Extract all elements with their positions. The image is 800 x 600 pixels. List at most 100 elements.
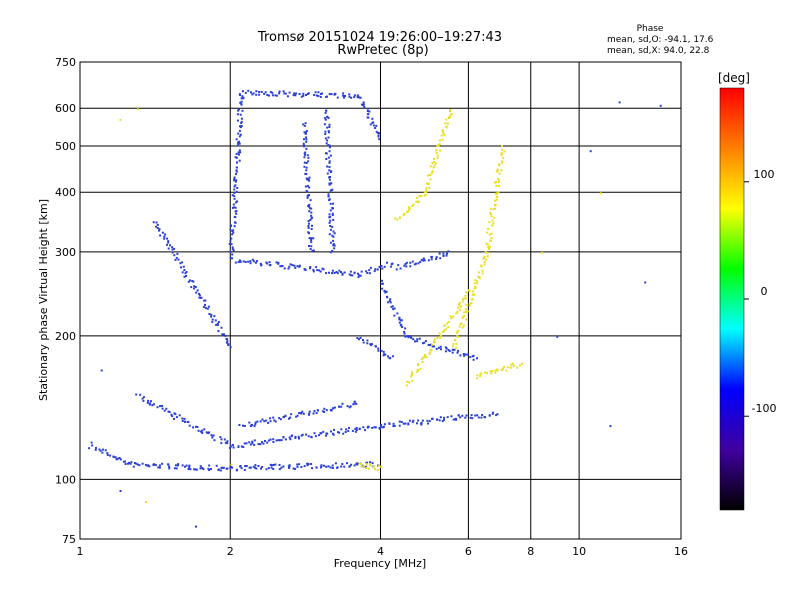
- data-point: [409, 265, 412, 268]
- data-point: [323, 410, 326, 413]
- data-point: [272, 416, 275, 419]
- data-point: [404, 335, 407, 338]
- data-point: [388, 357, 391, 360]
- data-point: [381, 279, 383, 282]
- data-point: [307, 463, 310, 466]
- data-point: [304, 122, 307, 125]
- data-point: [310, 239, 313, 241]
- data-point: [492, 411, 495, 414]
- data-point: [381, 426, 384, 429]
- x-tick-label: 6: [465, 545, 472, 558]
- data-point: [94, 448, 97, 451]
- data-point: [222, 466, 225, 469]
- data-point: [411, 372, 414, 375]
- data-point: [296, 465, 299, 468]
- data-point: [428, 186, 431, 189]
- data-point: [420, 357, 423, 360]
- data-point: [118, 457, 121, 459]
- data-point: [412, 203, 415, 206]
- data-point: [329, 171, 332, 173]
- data-point: [398, 318, 401, 321]
- data-point: [324, 111, 327, 114]
- data-point: [253, 439, 256, 442]
- data-point: [229, 445, 232, 448]
- data-point: [233, 185, 236, 188]
- data-point: [659, 104, 662, 107]
- data-point: [332, 244, 335, 247]
- data-point: [408, 419, 411, 422]
- data-point: [195, 425, 197, 428]
- data-point: [311, 224, 313, 227]
- data-point: [310, 463, 313, 465]
- x-tick-label: 8: [527, 545, 534, 558]
- data-point: [483, 255, 486, 258]
- data-point: [377, 135, 380, 138]
- data-point: [210, 434, 213, 437]
- data-point: [486, 372, 488, 375]
- data-point: [307, 156, 310, 159]
- data-point: [156, 227, 159, 229]
- data-point: [135, 393, 138, 396]
- data-point: [371, 121, 374, 124]
- data-point: [449, 110, 451, 113]
- data-point: [440, 134, 443, 137]
- data-point: [380, 425, 382, 428]
- data-point: [324, 117, 326, 120]
- data-point: [431, 161, 434, 164]
- data-point: [238, 259, 241, 262]
- data-point: [384, 353, 387, 356]
- data-point: [359, 463, 362, 466]
- data-point: [336, 96, 339, 99]
- data-point: [239, 260, 242, 263]
- data-point: [328, 146, 331, 149]
- data-point: [441, 138, 444, 141]
- data-point: [325, 465, 328, 468]
- data-point: [498, 180, 500, 183]
- data-point: [433, 338, 436, 341]
- data-point: [408, 208, 410, 211]
- data-point: [470, 414, 473, 417]
- data-point: [325, 432, 328, 435]
- data-point: [510, 363, 513, 366]
- data-point: [367, 116, 370, 119]
- data-point: [333, 247, 336, 250]
- data-point: [495, 414, 498, 417]
- data-point: [259, 443, 262, 446]
- data-point: [495, 196, 498, 199]
- data-point: [254, 423, 257, 426]
- data-point: [328, 126, 331, 128]
- data-point: [166, 243, 168, 246]
- data-point: [541, 251, 544, 254]
- data-point: [346, 462, 348, 465]
- data-point: [267, 467, 270, 470]
- data-point: [382, 425, 385, 428]
- data-point: [486, 251, 489, 254]
- data-point: [192, 426, 195, 429]
- data-point: [319, 93, 322, 95]
- data-point: [158, 228, 161, 231]
- data-point: [163, 235, 166, 238]
- data-point: [168, 467, 171, 470]
- data-point: [478, 271, 480, 274]
- data-point: [173, 247, 176, 250]
- data-point: [490, 215, 493, 218]
- data-point: [231, 443, 234, 446]
- y-axis: 75 100 200 300 400 500 600 750: [55, 56, 76, 546]
- data-point: [349, 274, 352, 277]
- data-point: [315, 94, 318, 97]
- data-point: [405, 261, 408, 264]
- data-point: [495, 184, 498, 187]
- data-point: [235, 166, 238, 169]
- data-point: [306, 154, 309, 157]
- data-point: [403, 330, 406, 333]
- data-point: [233, 188, 236, 191]
- data-point: [219, 436, 222, 439]
- data-point: [450, 317, 453, 320]
- data-point: [644, 281, 647, 284]
- data-point: [207, 432, 210, 435]
- data-point: [274, 420, 277, 423]
- phase-info-x-mode: mean, sd,X: 94.0, 22.8: [607, 46, 710, 56]
- data-point: [201, 431, 204, 434]
- data-point: [449, 315, 452, 318]
- y-tick-label: 750: [55, 56, 76, 69]
